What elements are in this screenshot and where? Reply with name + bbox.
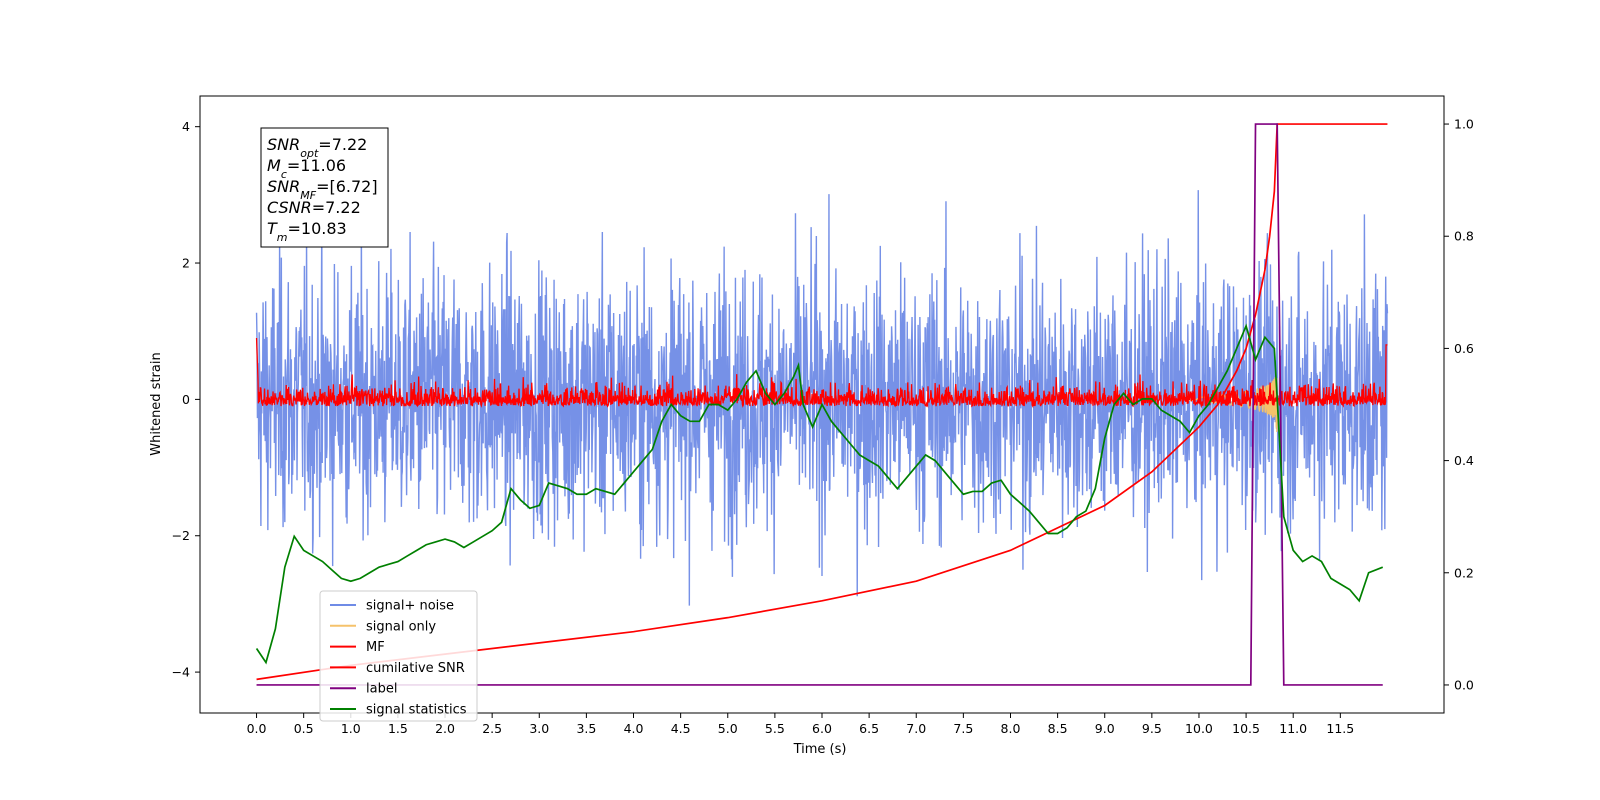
x-tick-label: 7.0 — [906, 721, 926, 736]
legend-entry: signal statistics — [366, 703, 467, 718]
x-tick-label: 9.0 — [1095, 721, 1115, 736]
x-axis-title: Time (s) — [793, 742, 847, 757]
legend-entry: label — [366, 682, 397, 697]
mf-series — [255, 338, 1388, 409]
y-left-tick-label: 2 — [182, 256, 190, 271]
x-tick-label: 2.5 — [482, 721, 502, 736]
x-tick-label: 5.5 — [765, 721, 785, 736]
x-axis: 0.0 0.5 1.0 1.5 2.0 2.5 3.0 3.5 4.0 4.5 5.0 5.5 6.0 6… — [247, 713, 1354, 736]
y-axis-left: −4 −2 0 2 4 — [172, 119, 200, 680]
y-left-tick-label: 4 — [182, 119, 190, 134]
label-line — [256, 123, 1383, 686]
x-tick-label: 11.0 — [1279, 721, 1307, 736]
y-left-tick-label: −4 — [172, 665, 190, 680]
legend-entry: signal only — [366, 619, 436, 634]
x-tick-label: 4.0 — [624, 721, 644, 736]
legend: signal+ noise signal only MF cumilative SNR… — [319, 590, 478, 722]
annotation-line: SNRopt=7.22 — [267, 135, 367, 160]
y-right-tick-label: 0.4 — [1454, 453, 1474, 468]
y-right-tick-label: 0.8 — [1454, 229, 1474, 244]
x-tick-label: 4.5 — [671, 721, 691, 736]
annotation-line: Mc=11.06 — [267, 156, 346, 181]
x-tick-label: 0.5 — [294, 721, 314, 736]
x-tick-label: 0.0 — [247, 721, 267, 736]
legend-entry: cumilative SNR — [366, 661, 465, 676]
mf-line — [255, 338, 1388, 409]
x-tick-label: 8.5 — [1048, 721, 1068, 736]
annotation-line: CSNR=7.22 — [267, 198, 361, 217]
x-tick-label: 6.5 — [859, 721, 879, 736]
legend-entry: MF — [366, 640, 385, 655]
x-tick-label: 1.0 — [341, 721, 361, 736]
y-left-tick-label: 0 — [182, 392, 190, 407]
x-tick-label: 11.5 — [1326, 721, 1354, 736]
signal-statistics-line — [255, 323, 1384, 665]
x-tick-label: 7.5 — [953, 721, 973, 736]
annotation-line: SNRMF=[6.72] — [267, 177, 378, 202]
annotation-line: Tm=10.83 — [267, 219, 347, 244]
legend-frame — [319, 590, 478, 722]
y-right-tick-label: 0.6 — [1454, 341, 1474, 356]
x-tick-label: 3.0 — [529, 721, 549, 736]
x-tick-label: 8.0 — [1001, 721, 1021, 736]
y-right-tick-label: 0.0 — [1454, 677, 1474, 692]
y-axis-right: 0.0 0.2 0.4 0.6 0.8 1.0 — [1444, 117, 1474, 692]
x-tick-label: 9.5 — [1142, 721, 1162, 736]
y-right-tick-label: 1.0 — [1454, 117, 1474, 132]
annotation-box-frame — [260, 127, 389, 248]
x-tick-label: 2.0 — [435, 721, 455, 736]
x-tick-label: 5.0 — [718, 721, 738, 736]
y-right-tick-label: 0.2 — [1454, 565, 1474, 580]
annotation-box: SNRopt=7.22Mc=11.06SNRMF=[6.72]CSNR=7.22… — [260, 127, 389, 248]
cumulative-snr-line — [256, 123, 1388, 681]
x-tick-label: 10.0 — [1185, 721, 1213, 736]
x-tick-label: 10.5 — [1232, 721, 1260, 736]
x-tick-label: 3.5 — [576, 721, 596, 736]
y-axis-title: Whitened strain — [149, 352, 164, 455]
x-tick-label: 6.0 — [812, 721, 832, 736]
x-tick-label: 1.5 — [388, 721, 408, 736]
y-left-tick-label: −2 — [172, 528, 190, 543]
legend-entry: signal+ noise — [366, 599, 454, 614]
